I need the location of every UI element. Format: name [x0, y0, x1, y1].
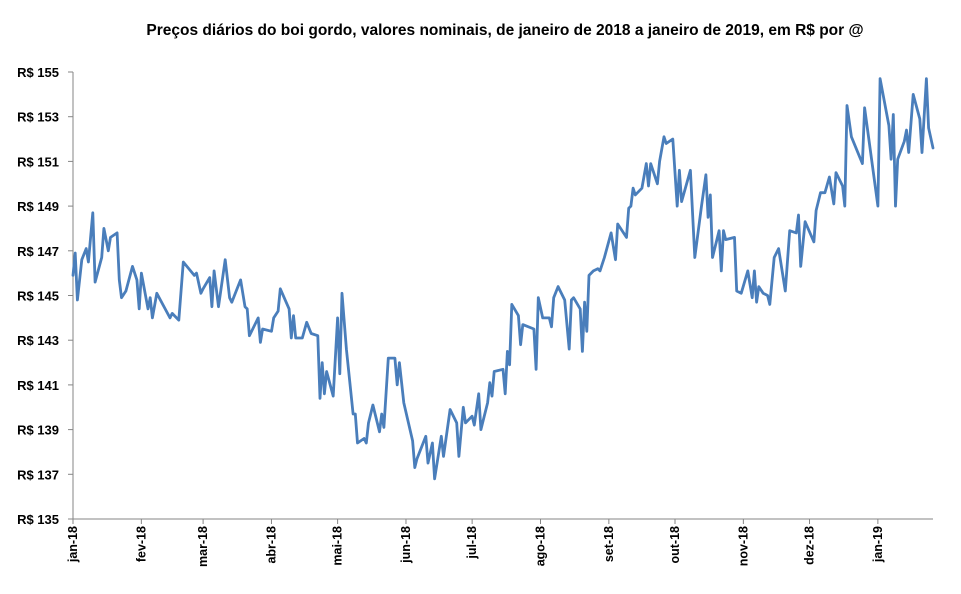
x-tick-label: jan-19 [871, 526, 885, 563]
x-tick-label: nov-18 [736, 526, 750, 566]
x-tick-label: mar-18 [196, 526, 210, 567]
series-line-boi-gordo [71, 77, 935, 481]
x-tick-label: jun-18 [399, 526, 413, 564]
x-tick-label: jan-18 [66, 526, 80, 563]
chart-title: Preços diários do boi gordo, valores nom… [146, 22, 864, 39]
y-tick-label: R$ 137 [17, 467, 59, 482]
y-axis-ticks: R$ 135 R$ 137 R$ 139 R$ 141 R$ 143 R$ 145 R$ 1… [17, 65, 73, 527]
y-tick-label: R$ 155 [17, 65, 59, 80]
x-tick-label: ago-18 [533, 526, 547, 566]
x-tick-label: out-18 [668, 526, 682, 564]
x-tick-label: set-18 [602, 526, 616, 562]
x-axis-ticks: jan-18 fev-18 mar-18 abr-18 mai-18 jun-18 jul-… [66, 519, 885, 567]
y-tick-label: R$ 153 [17, 110, 59, 125]
x-tick-label: abr-18 [264, 526, 278, 564]
axes [72, 72, 933, 520]
y-tick-label: R$ 149 [17, 199, 59, 214]
x-tick-label: jul-18 [465, 526, 479, 560]
series-lines [71, 77, 935, 481]
y-tick-label: R$ 143 [17, 333, 59, 348]
y-tick-label: R$ 145 [17, 289, 59, 304]
x-tick-label: fev-18 [134, 526, 148, 562]
y-tick-label: R$ 147 [17, 244, 59, 259]
x-tick-label: mai-18 [331, 526, 345, 566]
y-tick-label: R$ 141 [17, 378, 59, 393]
y-tick-label: R$ 151 [17, 154, 59, 169]
y-tick-label: R$ 135 [17, 512, 59, 527]
x-tick-label: dez-18 [803, 526, 817, 565]
y-tick-label: R$ 139 [17, 423, 59, 438]
